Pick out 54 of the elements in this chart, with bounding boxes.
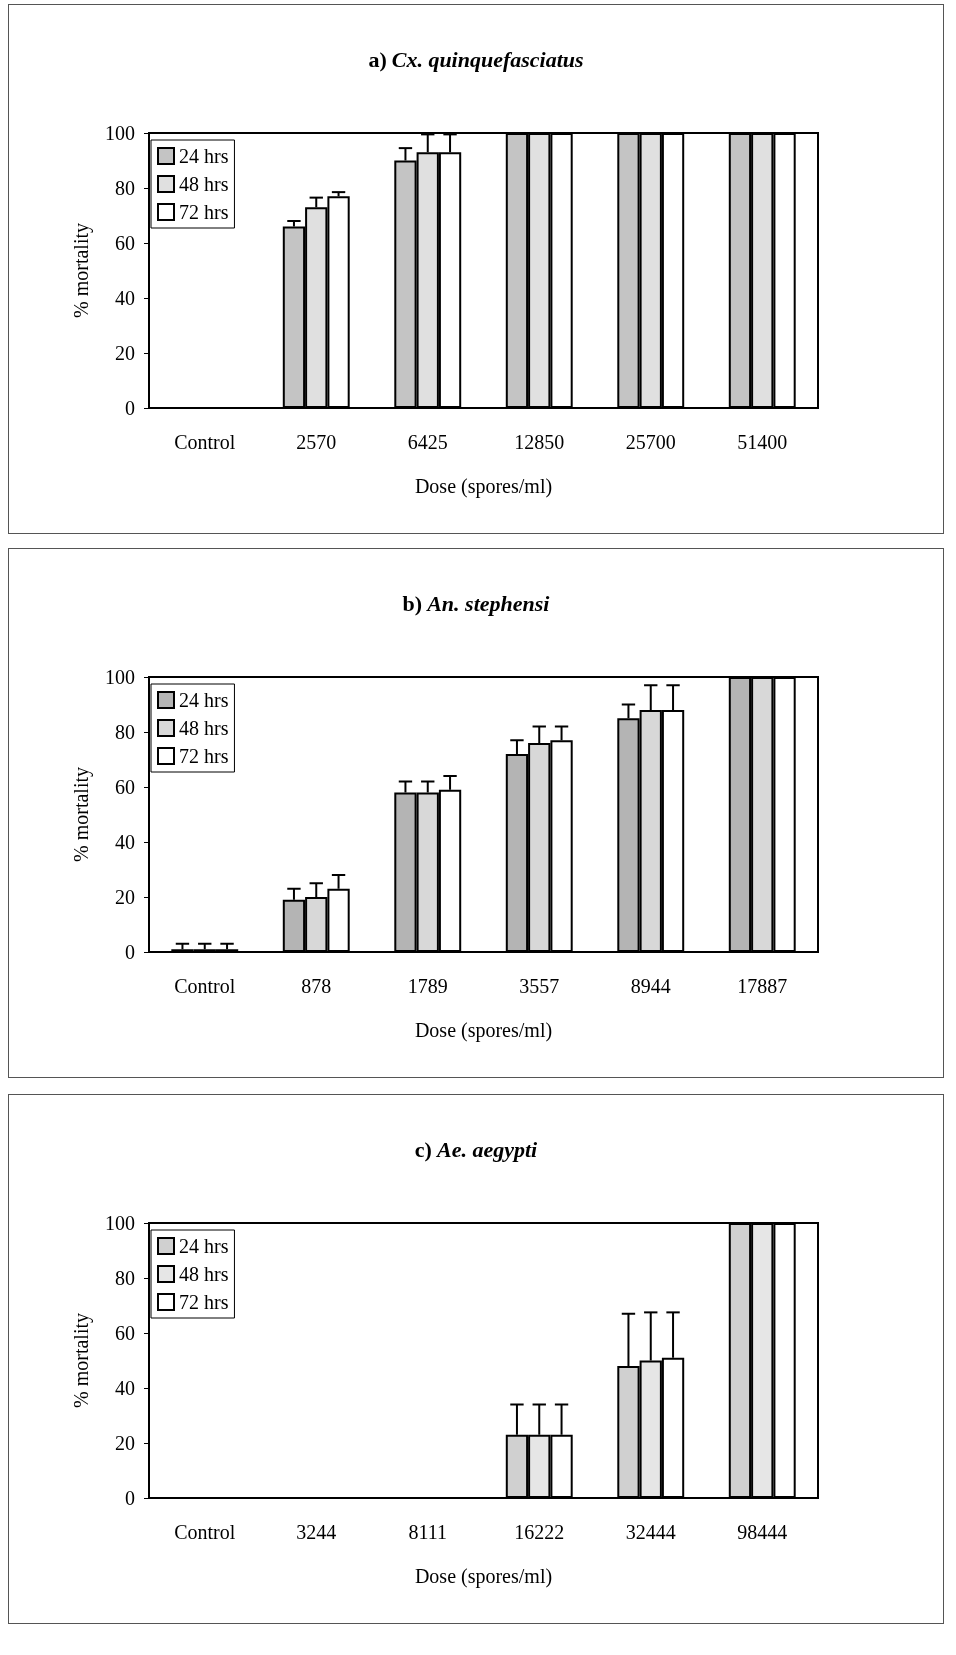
x-axis-title: Dose (spores/ml) [414,1019,553,1042]
y-tick-label: 80 [115,1267,135,1289]
x-tick-label: 8111 [408,1521,448,1543]
y-axis-title: % mortality [70,223,93,318]
x-tick-label: 25700 [625,431,676,453]
y-tick-label: 40 [115,1377,135,1399]
y-tick-label: 40 [115,287,135,309]
x-tick-label: Control [174,431,236,453]
x-tick-label: 878 [301,975,332,997]
chart-title: b) An. stephensi [402,590,551,616]
x-tick-label: 1789 [407,975,448,997]
legend-label: 24 hrs [179,1235,229,1257]
x-tick-label: 8944 [630,975,671,997]
x-axis-title: Dose (spores/ml) [414,1565,553,1588]
legend-label: 24 hrs [179,145,229,167]
y-tick-label: 0 [125,941,135,963]
x-tick-label: 16222 [514,1521,565,1543]
y-axis-title: % mortality [70,1313,93,1408]
legend-label: 72 hrs [179,201,229,223]
legend-label: 48 hrs [179,1263,229,1285]
y-tick-label: 100 [105,666,135,688]
y-tick-label: 100 [105,122,135,144]
y-tick-label: 100 [105,1212,135,1234]
y-tick-label: 40 [115,831,135,853]
legend-label: 48 hrs [179,173,229,195]
y-tick-label: 0 [125,397,135,419]
y-tick-label: 0 [125,1487,135,1509]
legend-label: 48 hrs [179,717,229,739]
x-tick-label: 12850 [514,431,565,453]
x-tick-label: 3244 [296,1521,337,1543]
x-tick-label: 32444 [625,1521,676,1543]
legend-label: 24 hrs [179,689,229,711]
y-tick-label: 20 [115,1432,135,1454]
x-tick-label: 51400 [737,431,788,453]
y-tick-label: 80 [115,721,135,743]
x-tick-label: Control [174,1521,236,1543]
chart-title: a) Cx. quinquefasciatus [368,46,584,72]
x-tick-label: Control [174,975,236,997]
x-tick-label: 17887 [737,975,788,997]
y-tick-label: 20 [115,342,135,364]
y-tick-label: 60 [115,776,135,798]
y-axis-title: % mortality [70,767,93,862]
y-tick-label: 60 [115,1322,135,1344]
y-tick-label: 60 [115,232,135,254]
chart-title: c) Ae. aegypti [414,1136,539,1162]
x-tick-label: 6425 [407,431,448,453]
y-tick-label: 80 [115,177,135,199]
x-tick-label: 98444 [737,1521,788,1543]
legend-label: 72 hrs [179,745,229,767]
y-tick-label: 20 [115,886,135,908]
legend-label: 72 hrs [179,1291,229,1313]
x-tick-label: 3557 [519,975,560,997]
x-tick-label: 2570 [296,431,337,453]
x-axis-title: Dose (spores/ml) [414,475,553,498]
